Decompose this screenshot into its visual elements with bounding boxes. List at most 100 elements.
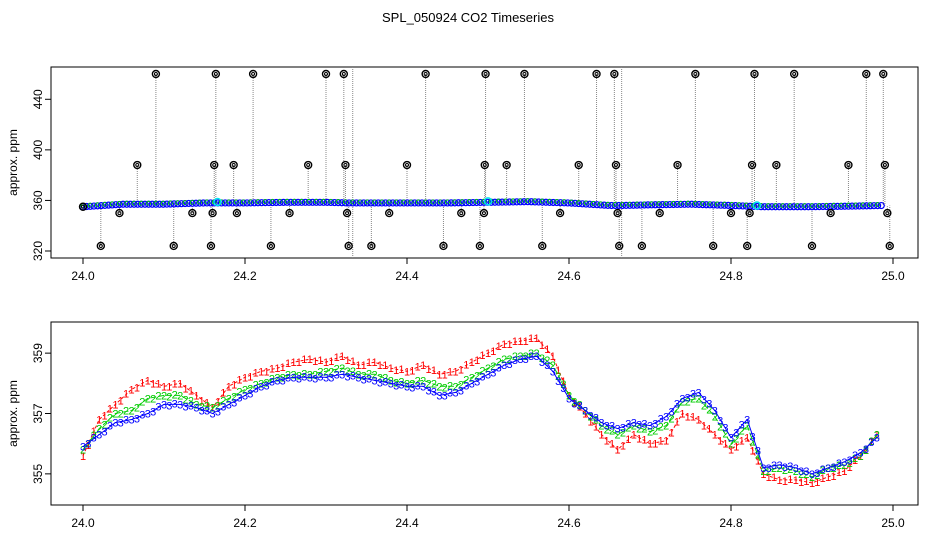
data-point [432,199,441,207]
series-marker: 1 [377,360,383,372]
series-marker: 2 [593,414,599,426]
series-marker: 2 [841,460,847,472]
series-marker: 3 [85,439,91,451]
series-marker: 3 [733,428,739,440]
data-point [408,199,414,205]
data-point [598,201,604,207]
data-point [474,199,480,205]
series-marker: 1 [668,428,674,440]
series-marker: 3 [91,433,97,445]
series-marker: 1 [317,355,323,367]
series-marker: 1 [112,399,118,411]
series-marker: 2 [263,377,269,389]
data-point [561,199,567,205]
series-marker: 3 [852,450,858,462]
series-marker: 3 [344,371,350,383]
data-point [476,198,484,207]
outlier-point [844,160,853,170]
outlier-inner [81,204,85,209]
series-marker: 1 [663,436,669,448]
panel-1: 24.0 24.2 24.4 24.6 24.8 25.0 320 360 400 440 appr… [6,66,919,283]
series-marker: 2 [555,371,561,383]
x-tick-label: 24.0 [71,269,95,283]
data-point [126,200,134,208]
outlier-circle [611,160,621,170]
series-marker: 1 [587,416,593,428]
data-point [316,198,324,206]
data-point [182,200,188,206]
series-marker: 3 [803,466,809,478]
series-marker: 1 [101,411,107,423]
series-marker: 1 [107,404,113,416]
data-point [401,199,407,205]
series-marker: 1 [733,442,739,454]
series-marker: 3 [728,433,734,445]
data-point [797,203,805,211]
outlier-circle [439,241,448,251]
series-marker: 2 [355,369,361,381]
data-point [722,201,728,207]
series-marker: 3 [296,373,302,385]
outlier-point [133,160,142,170]
outlier-inner [576,163,581,168]
data-point [155,200,164,208]
data-point [717,201,725,209]
series-marker: 3 [631,418,637,430]
data-point [637,201,645,209]
series-marker: 1 [636,434,642,446]
series-marker: 2 [258,378,264,390]
series-marker: 2 [393,377,399,389]
series-marker: 2 [447,380,453,392]
outlier-circle [169,241,178,251]
series-marker: 1 [96,415,102,427]
series-marker: 2 [182,394,188,406]
series-marker: 2 [312,369,318,381]
series-marker: 1 [398,364,404,376]
outlier-point [303,160,313,170]
series-marker: 1 [534,333,540,345]
data-point [418,199,426,207]
outlier-inner [613,163,618,168]
data-point [367,199,375,207]
series-marker: 1 [820,473,826,485]
data-point [743,202,749,208]
series-marker: 3 [382,376,388,388]
series-marker: 3 [593,412,599,424]
series-marker: 2 [85,439,91,451]
series-marker: 3 [317,371,323,383]
outlier-point [807,241,817,251]
outlier-point [637,241,647,251]
series-marker: 3 [722,422,728,434]
series-marker: 3 [101,427,107,439]
data-point [379,199,385,205]
series-marker: 2 [382,372,388,384]
outlier-point [772,160,781,170]
outlier-inner [752,72,757,76]
outlier-circle [885,241,894,251]
data-point [294,198,302,206]
series-marker: 1 [431,365,437,377]
outlier-inner [135,163,140,168]
data-point [634,201,640,207]
data-point [430,199,436,205]
data-point [590,200,596,206]
series-marker: 2 [409,378,415,390]
series-marker: 3 [809,469,815,481]
outlier-circle [229,160,238,170]
series-marker: 3 [517,354,523,366]
series-marker: 3 [458,385,464,397]
data-point [459,199,465,205]
series-marker: 1 [722,439,728,451]
series-marker: 2 [404,378,410,390]
series-marker: 1 [717,436,723,448]
series-marker: 3 [415,380,421,392]
series-marker: 1 [577,401,583,413]
outlier-circle [480,160,489,170]
series-marker: 2 [798,469,804,481]
data-point [702,201,710,209]
data-point [138,200,144,206]
series-marker: 1 [172,378,178,390]
series-marker: 1 [506,339,512,351]
series-marker: 2 [334,363,340,375]
